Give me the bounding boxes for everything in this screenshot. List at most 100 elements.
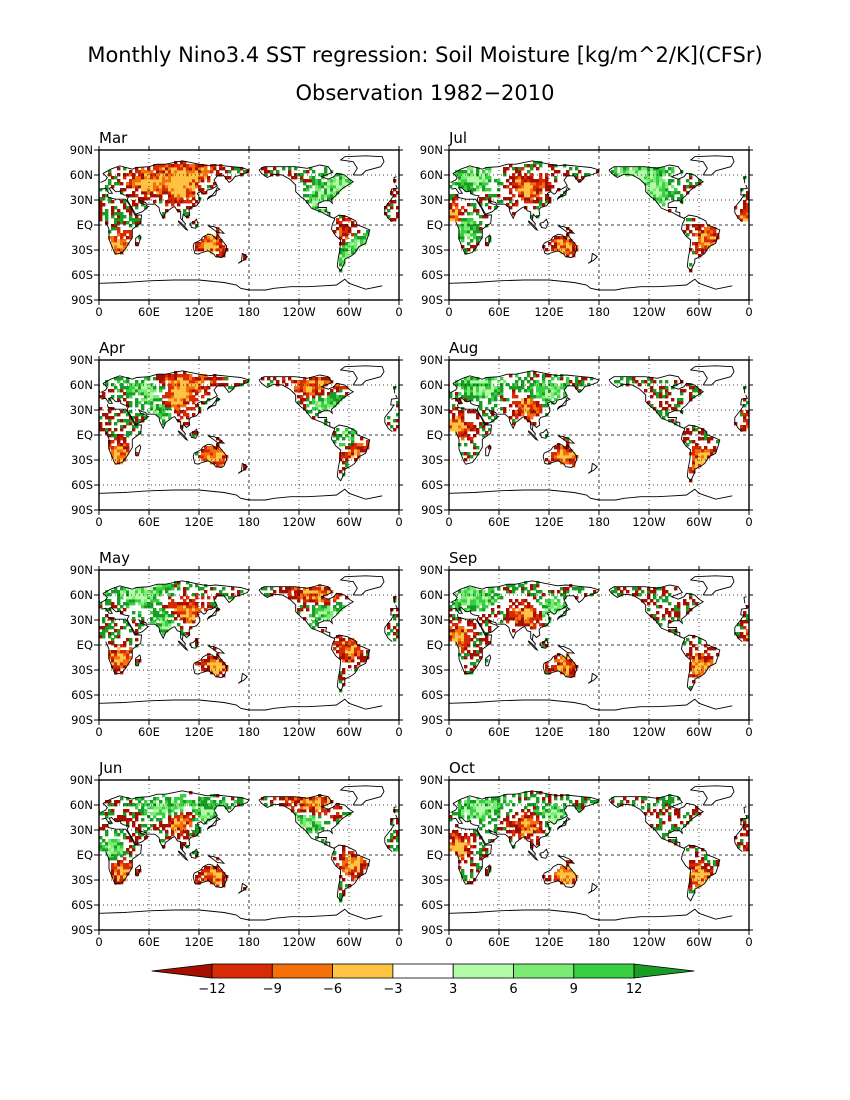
field-cell [192,809,196,813]
field-cell [159,377,163,381]
field-cell [348,227,352,231]
field-cell [219,245,223,249]
field-cell [339,650,343,654]
field-cell [527,593,531,597]
field-cell [150,188,154,192]
field-cell [348,248,352,252]
field-cell [458,218,462,222]
field-cell [144,194,148,198]
field-cell [219,173,223,177]
field-cell [554,452,558,456]
field-cell [342,260,346,264]
field-cell [213,167,217,171]
field-cell [135,659,139,663]
field-cell [195,173,199,177]
field-cell [159,821,163,825]
field-cell [336,596,340,600]
field-cell [132,416,136,420]
field-cell [183,599,187,603]
field-cell [467,176,471,180]
field-cell [270,380,274,384]
field-cell [491,395,495,399]
field-cell [449,428,453,432]
field-cell [303,797,307,801]
field-cell [339,806,343,810]
field-cell [354,665,358,669]
field-cell [698,242,702,246]
field-cell [132,803,136,807]
field-cell [165,587,169,591]
field-cell [216,452,220,456]
field-cell [354,431,358,435]
field-cell [473,206,477,210]
field-cell [129,233,133,237]
field-cell [473,626,477,630]
field-cell [698,452,702,456]
field-cell [665,410,669,414]
field-cell [467,173,471,177]
field-cell [108,623,112,627]
field-cell [509,605,513,609]
field-cell [195,881,199,885]
field-cell [153,176,157,180]
field-cell [521,611,525,615]
field-cell [261,797,265,801]
field-cell [470,230,474,234]
field-cell [530,422,534,426]
field-cell [159,626,163,630]
field-cell [545,173,549,177]
field-cell [482,614,486,618]
field-cell [536,167,540,171]
field-cell [476,428,480,432]
field-cell [132,203,136,207]
field-cell [333,179,337,183]
coastline-eurasia [390,394,398,406]
field-cell [473,188,477,192]
field-cell [515,176,519,180]
field-cell [479,632,483,636]
field-cell [701,224,705,228]
field-cell [470,638,474,642]
field-cell [243,254,247,258]
field-cell [210,872,214,876]
field-cell [348,863,352,867]
field-cell [120,797,124,801]
field-cell [467,650,471,654]
field-cell [159,410,163,414]
coastline-antarctica [98,278,383,291]
field-cell [201,818,205,822]
field-cell [476,644,480,648]
field-cell [186,812,190,816]
field-cell [539,407,543,411]
field-cell [491,389,495,393]
field-cell [192,851,196,855]
field-cell [180,191,184,195]
field-cell [497,389,501,393]
field-cell [569,665,573,669]
field-cell [342,224,346,228]
field-cell [102,194,106,198]
field-cell [554,248,558,252]
coastline-australia [542,233,577,258]
field-cell [297,608,301,612]
field-cell [488,386,492,390]
field-cell [354,239,358,243]
field-cell [135,398,139,402]
field-cell [321,596,325,600]
field-cell [482,638,486,642]
field-cell [156,413,160,417]
field-cell [539,164,543,168]
field-cell [303,590,307,594]
field-cell [159,185,163,189]
field-cell [512,179,516,183]
field-cell [162,188,166,192]
field-cell [557,395,561,399]
grid-lines [99,360,399,510]
x-tick-label: 180 [588,305,610,319]
field-cell [105,812,109,816]
field-cell [312,803,316,807]
field-cell [563,392,567,396]
field-cell [390,833,394,837]
field-cell [500,620,504,624]
